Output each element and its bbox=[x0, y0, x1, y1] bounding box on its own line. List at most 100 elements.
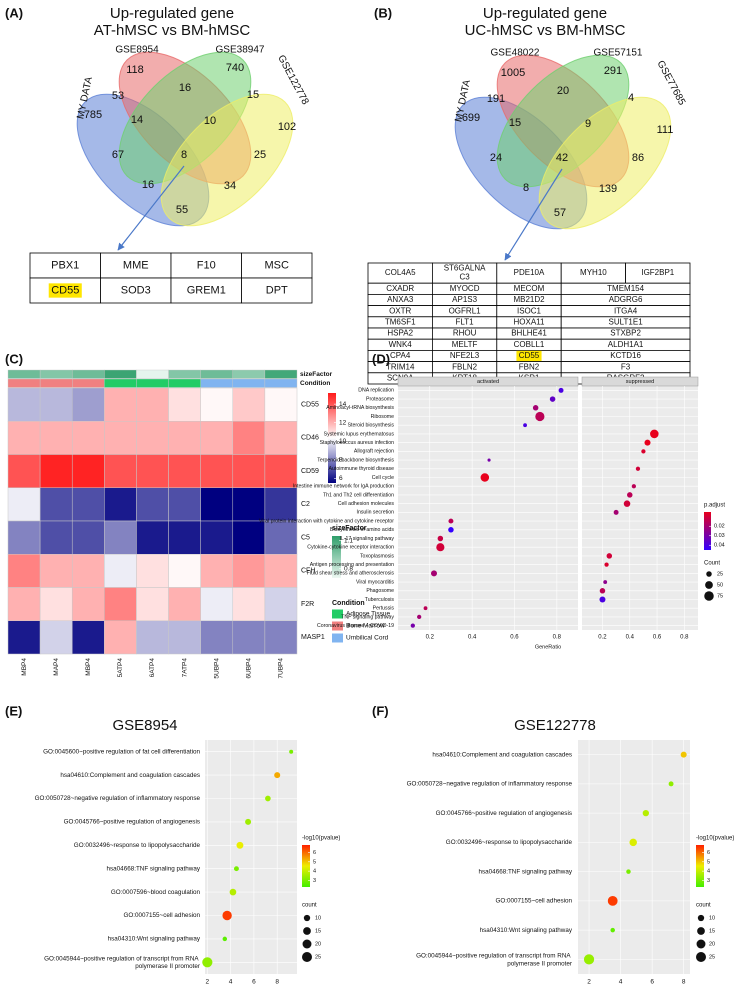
category-label: Autoimmune thyroid disease bbox=[329, 466, 395, 472]
legend-tick-label: 10 bbox=[709, 915, 715, 921]
dot bbox=[613, 509, 619, 515]
category-label: Toxoplasmosis bbox=[360, 553, 394, 559]
dot bbox=[236, 841, 244, 849]
table-text: COBLL1 bbox=[514, 340, 545, 349]
dot bbox=[535, 411, 545, 422]
venn-title: AT-hMSC vs BM-hMSC bbox=[94, 22, 251, 39]
table-text: MME bbox=[123, 259, 149, 271]
table-text: HSPA2 bbox=[387, 329, 413, 338]
region-count: 10 bbox=[204, 115, 216, 127]
category-label: hsa04310:Wnt signaling pathway bbox=[480, 927, 573, 934]
heatmap-cell bbox=[200, 387, 234, 422]
dot bbox=[448, 518, 454, 524]
category-label: hsa04610:Complement and coagulation casc… bbox=[60, 772, 200, 779]
row-label: CD59 bbox=[301, 468, 319, 475]
dot bbox=[532, 405, 539, 411]
region-count: 86 bbox=[632, 152, 644, 164]
legend-tick-label: 4 bbox=[313, 869, 316, 875]
x-tick-label: 2 bbox=[206, 979, 210, 986]
heatmap-cell bbox=[200, 520, 234, 555]
heatmap-cell bbox=[7, 421, 41, 455]
dot bbox=[635, 466, 641, 471]
heatmap-cell bbox=[264, 520, 298, 555]
heatmap-cell bbox=[104, 554, 137, 588]
heatmap-cell bbox=[232, 520, 266, 555]
set-label: GSE8954 bbox=[115, 45, 159, 56]
dot bbox=[599, 588, 606, 594]
venn-title: Up-regulated gene bbox=[110, 5, 234, 22]
table-text: PDE10A bbox=[514, 268, 545, 277]
legend-dot bbox=[706, 571, 712, 577]
panel-background bbox=[578, 740, 690, 974]
heatmap-cell bbox=[71, 421, 105, 455]
table-text: BHLHE41 bbox=[511, 329, 547, 338]
color-legend bbox=[328, 393, 336, 483]
heatmap-cell bbox=[200, 554, 234, 588]
x-tick-label: 8 bbox=[682, 979, 686, 986]
panel-background bbox=[398, 386, 578, 630]
x-tick-label: 0.2 bbox=[598, 635, 607, 641]
panel-background bbox=[582, 386, 698, 630]
heatmap-cell bbox=[168, 487, 201, 522]
legend-tick-label: 6 bbox=[707, 850, 710, 856]
heatmap-cell bbox=[39, 554, 73, 588]
table-text: FBLN2 bbox=[452, 362, 477, 371]
heatmap-cell bbox=[264, 421, 298, 455]
table-text: DPT bbox=[266, 284, 288, 296]
legend-swatch bbox=[332, 609, 343, 619]
category-label: GO:0045766~positive regulation of angiog… bbox=[64, 819, 200, 826]
legend-tick-label: 5 bbox=[707, 859, 710, 865]
heatmap-cell bbox=[104, 587, 137, 621]
legend-tick-label: 20 bbox=[709, 941, 715, 947]
label-line: GO:0045944~positive regulation of transc… bbox=[44, 955, 200, 962]
heatmap-cell bbox=[71, 387, 105, 422]
region-count: 8 bbox=[181, 149, 187, 161]
heatmap-cell bbox=[136, 620, 169, 655]
heatmap-cell bbox=[136, 421, 169, 455]
heatmap-cell bbox=[104, 520, 137, 555]
legend-tick-label: 10 bbox=[339, 438, 347, 445]
table-text: TMEM154 bbox=[607, 284, 644, 293]
heatmap-cell bbox=[136, 520, 169, 555]
region-count: 20 bbox=[557, 85, 569, 97]
set-label: GSE77685 bbox=[655, 59, 688, 108]
heatmap-cell bbox=[39, 454, 73, 488]
category-label: Intestine immune network for IgA product… bbox=[293, 484, 394, 490]
condition-cell bbox=[7, 378, 41, 388]
heatmap-cell bbox=[104, 421, 137, 455]
category-label: GO:0045944~positive regulation of transc… bbox=[416, 952, 572, 967]
category-label: Terpenoid backbone biosynthesis bbox=[317, 457, 394, 463]
dot bbox=[604, 562, 609, 567]
dot bbox=[523, 423, 527, 428]
dot bbox=[448, 527, 454, 533]
category-label: Steroid biosynthesis bbox=[348, 423, 395, 429]
table-text: ALDH1A1 bbox=[608, 340, 644, 349]
panel-label: (D) bbox=[372, 351, 390, 366]
dot bbox=[549, 396, 556, 402]
heatmap-cell bbox=[200, 421, 234, 455]
dot bbox=[631, 484, 636, 489]
dot bbox=[274, 772, 281, 779]
table-text: TRIM14 bbox=[386, 362, 415, 371]
category-label: Cell adhesion molecules bbox=[338, 501, 395, 507]
heatmap-cell bbox=[232, 620, 266, 655]
heatmap-cell bbox=[200, 454, 234, 488]
dot bbox=[641, 449, 646, 454]
color-legend bbox=[302, 845, 310, 887]
panel-background bbox=[205, 740, 297, 974]
facet-strip bbox=[397, 376, 579, 387]
dot bbox=[680, 751, 687, 758]
table-text: TM6SF1 bbox=[385, 318, 416, 327]
region-count: 740 bbox=[226, 62, 244, 74]
region-count: 57 bbox=[554, 207, 566, 219]
table-text: RHOU bbox=[453, 329, 477, 338]
column-label: MBP4 bbox=[21, 658, 28, 676]
x-tick-label: 0.8 bbox=[553, 635, 562, 641]
label-line: ST6GALNA bbox=[444, 264, 486, 273]
heatmap-cell bbox=[168, 454, 201, 488]
size-factor-cell bbox=[168, 369, 201, 379]
region-count: 53 bbox=[112, 90, 124, 102]
set-label: GSE48022 bbox=[491, 48, 540, 59]
facet-strip bbox=[581, 376, 699, 387]
